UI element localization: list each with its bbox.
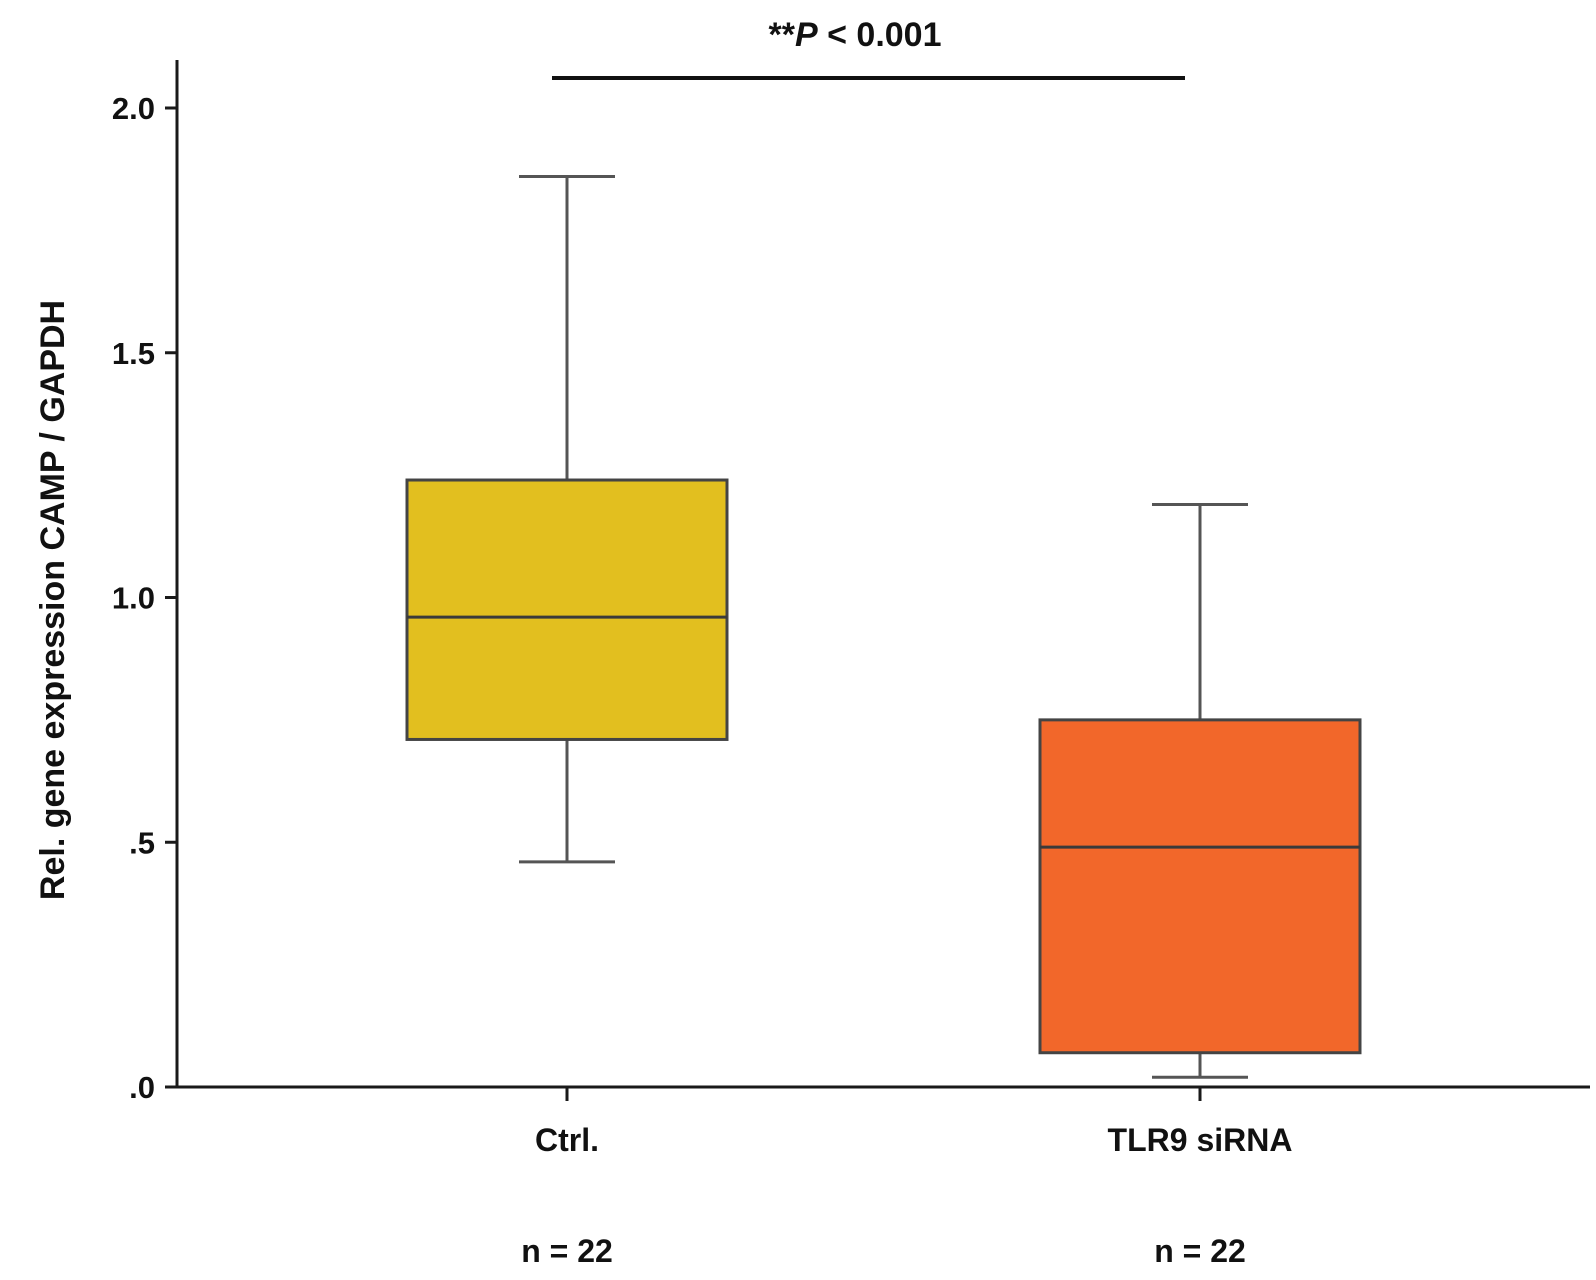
y-axis-ticks: .0 .5 1.0 1.5 2.0 <box>112 91 177 1105</box>
sample-size-label-1: n = 22 <box>1154 1233 1246 1269</box>
sample-size-label-0: n = 22 <box>521 1233 613 1269</box>
x-axis-categories: Ctrl. n = 22 TLR9 siRNA n = 22 <box>521 1087 1292 1269</box>
iqr-box <box>405 478 729 741</box>
significance-threshold: < 0.001 <box>818 16 942 54</box>
boxes-layer <box>405 175 1362 1079</box>
significance-stars: ** <box>769 16 796 54</box>
y-tick-label-1: .5 <box>129 825 155 860</box>
y-tick-label-2: 1.0 <box>112 581 155 616</box>
box-1 <box>1038 502 1362 1079</box>
box-0 <box>405 175 729 864</box>
x-category-label-0: Ctrl. <box>535 1122 599 1158</box>
significance-p: P <box>795 16 818 54</box>
x-category-label-1: TLR9 siRNA <box>1108 1122 1293 1158</box>
y-axis-label: Rel. gene expression CAMP / GAPDH <box>34 300 72 900</box>
iqr-box <box>1038 718 1362 1055</box>
y-tick-label-4: 2.0 <box>112 91 155 126</box>
y-tick-label-0: .0 <box>129 1070 155 1105</box>
significance-label: **P < 0.001 <box>769 16 942 54</box>
y-tick-label-3: 1.5 <box>112 336 155 371</box>
